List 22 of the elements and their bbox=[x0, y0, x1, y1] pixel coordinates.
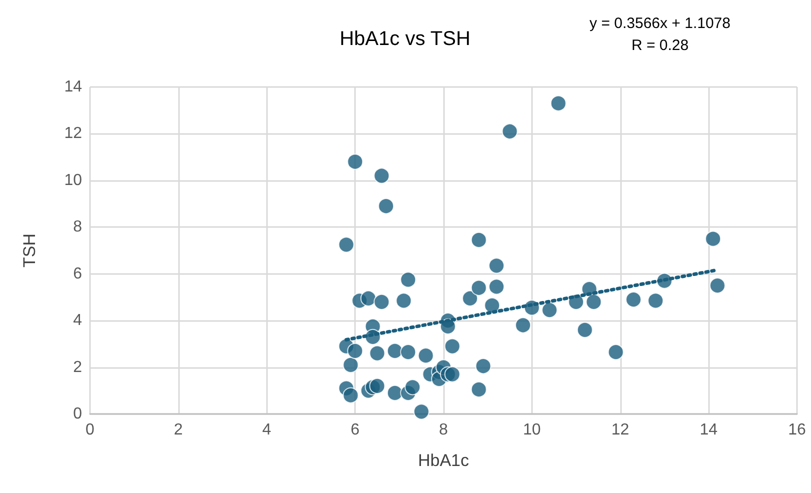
y-tick-label: 8 bbox=[73, 218, 82, 236]
x-tick-label: 12 bbox=[611, 422, 630, 438]
x-tick-label: 2 bbox=[174, 422, 183, 438]
y-tick-label: 6 bbox=[73, 265, 82, 282]
x-tick-label: 6 bbox=[350, 422, 360, 438]
x-tick-label: 10 bbox=[522, 422, 541, 438]
x-tick-label: 16 bbox=[788, 422, 806, 438]
x-tick-label: 0 bbox=[86, 422, 95, 438]
y-tick-label: 10 bbox=[64, 172, 82, 189]
x-tick-label: 8 bbox=[439, 422, 448, 438]
y-tick-label: 14 bbox=[64, 78, 82, 96]
y-tick-label: 12 bbox=[64, 125, 82, 142]
y-tick-label: 4 bbox=[73, 312, 82, 330]
x-tick-label: 14 bbox=[700, 422, 718, 438]
y-tick-label: 0 bbox=[73, 406, 82, 422]
y-tick-label: 2 bbox=[73, 358, 82, 376]
x-tick-label: 4 bbox=[262, 422, 272, 438]
text: y = 0.3566x + 1.1078 bbox=[590, 15, 730, 32]
text: R = 0.28 bbox=[631, 37, 689, 54]
chart-title: HbA1c vs TSH bbox=[340, 28, 470, 50]
x-axis-title: HbA1c bbox=[418, 451, 470, 470]
y-axis-title: TSH bbox=[20, 234, 39, 268]
